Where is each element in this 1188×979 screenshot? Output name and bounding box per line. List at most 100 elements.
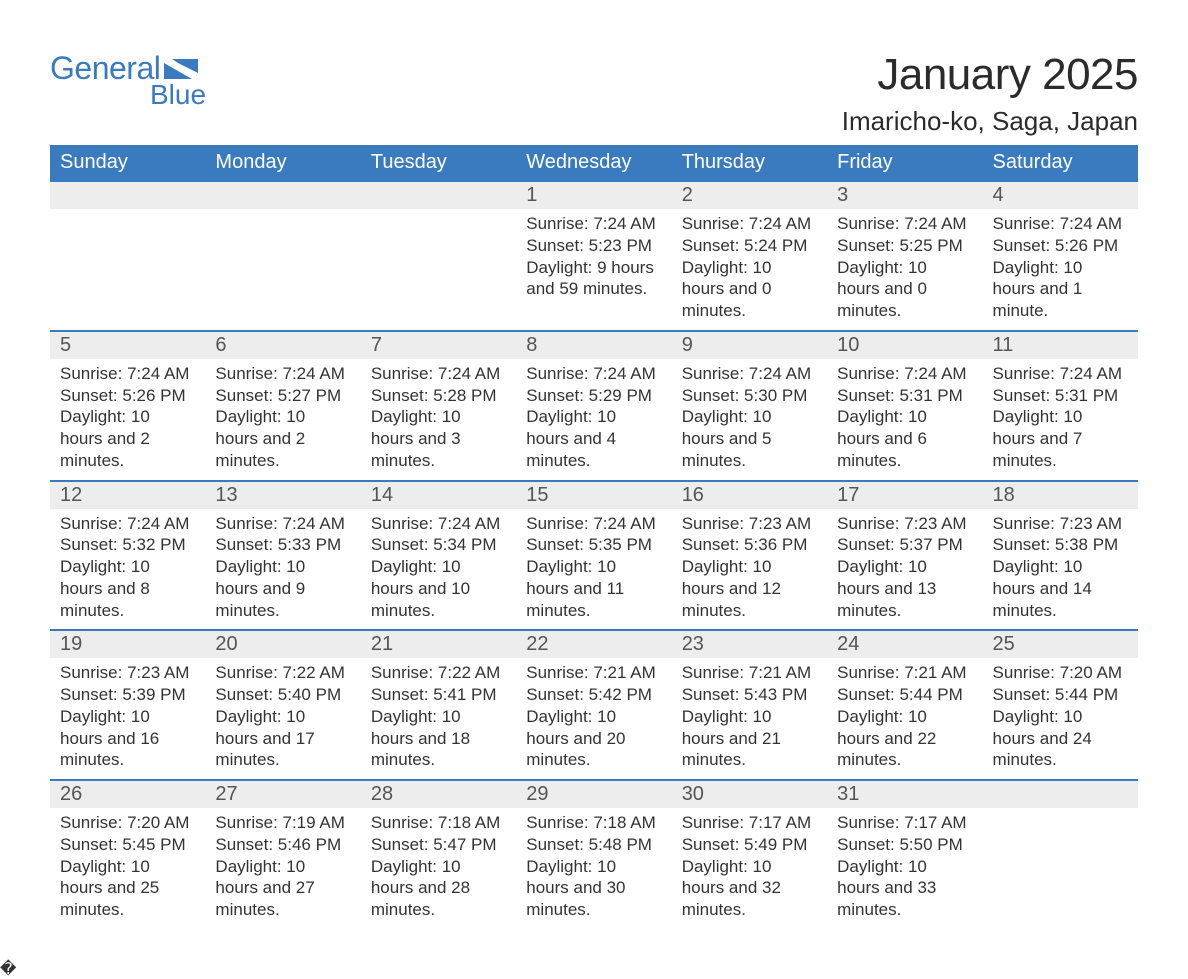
day-number: 14: [361, 482, 516, 509]
day-body: Sunrise: 7:23 AMSunset: 5:39 PMDaylight:…: [50, 658, 205, 779]
sunset-text: Sunset: 5:47 PM: [371, 834, 506, 856]
sunrise-text: Sunrise: 7:22 AM: [371, 662, 506, 684]
daylight-text: Daylight: 10 hours and 22 minutes.: [837, 706, 972, 771]
sunrise-text: Sunrise: 7:24 AM: [837, 213, 972, 235]
calendar-day-cell: 30Sunrise: 7:17 AMSunset: 5:49 PMDayligh…: [672, 779, 827, 929]
calendar-day-cell: 18Sunrise: 7:23 AMSunset: 5:38 PMDayligh…: [983, 480, 1138, 630]
calendar-day-cell: [205, 180, 360, 330]
sunset-text: Sunset: 5:26 PM: [60, 385, 195, 407]
sunset-text: Sunset: 5:41 PM: [371, 684, 506, 706]
day-number: 21: [361, 631, 516, 658]
sunset-text: Sunset: 5:33 PM: [215, 534, 350, 556]
sunset-text: Sunset: 5:46 PM: [215, 834, 350, 856]
day-number: 9: [672, 332, 827, 359]
calendar-day-cell: 31 Sunrise: 7:17 AMSunset: 5:50 PMDayligh…: [827, 779, 982, 929]
sunset-text: Sunset: 5:23 PM: [526, 235, 661, 257]
daylight-text: Daylight: 10 hours and 0 minutes.: [837, 257, 972, 322]
brand-logo: General Blue: [50, 50, 206, 111]
daylight-text: Daylight: 10 hours and 7 minutes.: [993, 406, 1128, 471]
day-body: Sunrise: 7:22 AMSunset: 5:41 PMDaylight:…: [361, 658, 516, 779]
calendar-day-cell: 19Sunrise: 7:23 AMSunset: 5:39 PMDayligh…: [50, 629, 205, 779]
day-number: 25: [983, 631, 1138, 658]
calendar-week-row: 12Sunrise: 7:24 AMSunset: 5:32 PMDayligh…: [50, 480, 1138, 630]
calendar-day-cell: 15Sunrise: 7:24 AMSunset: 5:35 PMDayligh…: [516, 480, 671, 630]
daylight-text: Daylight: 10 hours and 28 minutes.: [371, 856, 506, 921]
day-body: Sunrise: 7:23 AMSunset: 5:36 PMDaylight:…: [672, 509, 827, 630]
day-body: Sunrise: 7:24 AMSunset: 5:27 PMDaylight:…: [205, 359, 360, 480]
calendar-day-cell: 17Sunrise: 7:23 AMSunset: 5:37 PMDayligh…: [827, 480, 982, 630]
day-header: Thursday: [672, 145, 827, 180]
calendar-table: Sunday Monday Tuesday Wednesday Thursday…: [50, 145, 1138, 929]
sunrise-text: Sunrise: 7:21 AM: [837, 662, 972, 684]
sunrise-text: Sunrise: 7:17 AM: [837, 812, 972, 834]
calendar-day-cell: 9Sunrise: 7:24 AMSunset: 5:30 PMDaylight…: [672, 330, 827, 480]
calendar-day-cell: 20Sunrise: 7:22 AMSunset: 5:40 PMDayligh…: [205, 629, 360, 779]
sunset-text: Sunset: 5:24 PM: [682, 235, 817, 257]
day-body: Sunrise: 7:18 AMSunset: 5:47 PMDaylight:…: [361, 808, 516, 929]
sunset-text: Sunset: 5:44 PM: [993, 684, 1128, 706]
calendar-day-cell: 29Sunrise: 7:18 AMSunset: 5:48 PMDayligh…: [516, 779, 671, 929]
daylight-text: Daylight: 10 hours and 2 minutes.: [215, 406, 350, 471]
sunrise-text: Sunrise: 7:24 AM: [526, 363, 661, 385]
calendar-day-cell: 13Sunrise: 7:24 AMSunset: 5:33 PMDayligh…: [205, 480, 360, 630]
calendar-day-cell: [50, 180, 205, 330]
day-body: Sunrise: 7:24 AMSunset: 5:32 PMDaylight:…: [50, 509, 205, 630]
day-number: 6: [205, 332, 360, 359]
calendar-page: General Blue January 2025 Imaricho-ko, S…: [0, 0, 1188, 959]
sunrise-text: Sunrise: 7:24 AM: [215, 363, 350, 385]
daylight-text: Daylight: 10 hours and 10 minutes.: [371, 556, 506, 621]
sunrise-text: Sunrise: 7:24 AM: [993, 213, 1128, 235]
day-number: 1: [516, 182, 671, 209]
calendar-week-row: 1 Sunrise: 7:24 AM Sunset: 5:23 PM Daylight…: [50, 180, 1138, 330]
daylight-text: Daylight: 10 hours and 0 minutes.: [682, 257, 817, 322]
daylight-text: Daylight: 10 hours and 8 minutes.: [60, 556, 195, 621]
header-row: General Blue January 2025 Imaricho-ko, S…: [50, 50, 1138, 137]
day-number: 12: [50, 482, 205, 509]
day-header: Sunday: [50, 145, 205, 180]
sunset-text: Sunset: 5:31 PM: [993, 385, 1128, 407]
daylight-text: Daylight: 10 hours and 9 minutes.: [215, 556, 350, 621]
day-header: Friday: [827, 145, 982, 180]
sunset-text: Sunset: 5:50 PM: [837, 834, 972, 856]
sunrise-text: Sunrise: 7:24 AM: [682, 363, 817, 385]
title-block: January 2025 Imaricho-ko, Saga, Japan: [842, 50, 1138, 137]
sunrise-text: Sunrise: 7:24 AM: [215, 513, 350, 535]
calendar-day-cell: 14Sunrise: 7:24 AMSunset: 5:34 PMDayligh…: [361, 480, 516, 630]
calendar-day-cell: 24Sunrise: 7:21 AMSunset: 5:44 PMDayligh…: [827, 629, 982, 779]
daylight-text: Daylight: 10 hours and 24 minutes.: [993, 706, 1128, 771]
location-subtitle: Imaricho-ko, Saga, Japan: [842, 106, 1138, 137]
sunrise-text: Sunrise: 7:24 AM: [371, 513, 506, 535]
sunrise-text: Sunrise: 7:24 AM: [837, 363, 972, 385]
sunset-text: Sunset: 5:42 PM: [526, 684, 661, 706]
daylight-text: Daylight: 10 hours and 33 minutes.: [837, 856, 972, 921]
day-number-empty: [983, 781, 1138, 808]
daylight-text: Daylight: 10 hours and 14 minutes.: [993, 556, 1128, 621]
day-header-row: Sunday Monday Tuesday Wednesday Thursday…: [50, 145, 1138, 180]
sunrise-text: Sunrise: 7:23 AM: [993, 513, 1128, 535]
calendar-week-row: 5Sunrise: 7:24 AMSunset: 5:26 PMDaylight…: [50, 330, 1138, 480]
day-body: Sunrise: 7:24 AMSunset: 5:34 PMDaylight:…: [361, 509, 516, 630]
sunset-text: Sunset: 5:26 PM: [993, 235, 1128, 257]
daylight-text: Daylight: 10 hours and 27 minutes.: [215, 856, 350, 921]
daylight-text: Daylight: 10 hours and 1 minute.: [993, 257, 1128, 322]
daylight-text: Daylight: 10 hours and 32 minutes.: [682, 856, 817, 921]
sunset-text: Sunset: 5:29 PM: [526, 385, 661, 407]
sunset-text: Sunset: 5:36 PM: [682, 534, 817, 556]
sunset-text: Sunset: 5:45 PM: [60, 834, 195, 856]
daylight-text: Daylight: 10 hours and 6 minutes.: [837, 406, 972, 471]
day-body: Sunrise: 7:24 AMSunset: 5:29 PMDaylight:…: [516, 359, 671, 480]
daylight-text: Daylight: 10 hours and 30 minutes.: [526, 856, 661, 921]
day-body: Sunrise: 7:24 AMSunset: 5:26 PMDaylight:…: [50, 359, 205, 480]
calendar-day-cell: 3Sunrise: 7:24 AMSunset: 5:25 PMDaylight…: [827, 180, 982, 330]
day-body: Sunrise: 7:24 AMSunset: 5:33 PMDaylight:…: [205, 509, 360, 630]
day-number: 31: [827, 781, 982, 808]
day-number: 8: [516, 332, 671, 359]
day-body: Sunrise: 7:22 AMSunset: 5:40 PMDaylight:…: [205, 658, 360, 779]
day-number: 3: [827, 182, 982, 209]
day-body: Sunrise: 7:21 AMSunset: 5:42 PMDaylight:…: [516, 658, 671, 779]
calendar-day-cell: 23Sunrise: 7:21 AMSunset: 5:43 PMDayligh…: [672, 629, 827, 779]
sunrise-text: Sunrise: 7:24 AM: [60, 513, 195, 535]
calendar-day-cell: 27Sunrise: 7:19 AMSunset: 5:46 PMDayligh…: [205, 779, 360, 929]
day-header: Monday: [205, 145, 360, 180]
day-number: 20: [205, 631, 360, 658]
